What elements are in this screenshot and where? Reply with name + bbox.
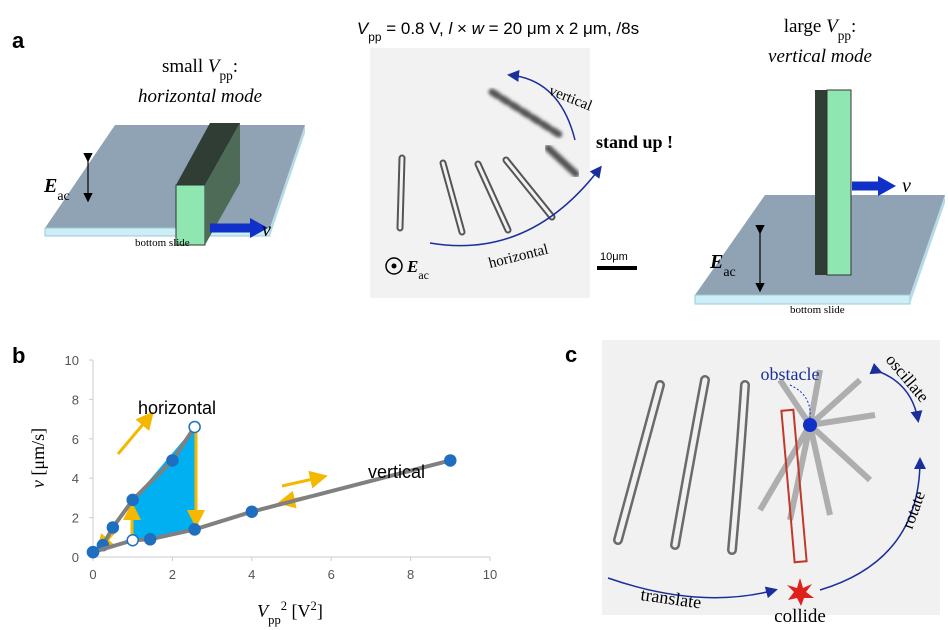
text-part: [V — [287, 601, 311, 621]
text-part: = 20 μm x 2 μm, /8s — [484, 19, 639, 38]
x-tick-label: 4 — [248, 567, 255, 582]
text-part: E — [709, 251, 723, 273]
data-point — [189, 421, 200, 432]
y-tick-label: 10 — [65, 353, 79, 368]
panel-label: b — [12, 343, 25, 368]
figure: a small Vpp: horizontal mode v Eac botto… — [0, 0, 948, 630]
mode: vertical mode — [768, 46, 872, 67]
series-name: horizontal — [138, 398, 216, 418]
text-part: v — [28, 480, 48, 488]
text-part: pp — [268, 613, 281, 627]
data-point — [445, 455, 456, 466]
text-part: ac — [723, 265, 735, 280]
heading: large Vpp: — [784, 16, 857, 43]
annotation: collide — [774, 606, 826, 627]
slide-label: bottom slide — [790, 304, 845, 316]
text-part: pp — [368, 30, 382, 44]
chart: 0 2 4 6 8 10 0 2 4 6 8 10 Vpp2 [V2] v [μm/s] horizonta… — [28, 353, 497, 627]
y-tick-label: 4 — [72, 471, 79, 486]
mode: horizontal mode — [138, 86, 262, 107]
text-part: pp — [838, 28, 852, 43]
rod-front — [176, 185, 205, 245]
scale-bar — [597, 266, 637, 270]
data-point — [88, 547, 99, 558]
rod-front — [827, 90, 851, 275]
slide-edge — [695, 295, 910, 304]
slide-label: bottom slide — [135, 237, 190, 249]
obstacle — [803, 418, 817, 432]
velocity: v — [902, 175, 911, 197]
direction-arrow — [118, 416, 150, 454]
scale-label: 10μm — [600, 251, 628, 263]
field-symbol — [392, 264, 397, 269]
y-tick-label: 8 — [72, 392, 79, 407]
text-part: : — [233, 56, 238, 77]
text-part: : — [851, 16, 856, 37]
text-part: ac — [57, 189, 69, 204]
text-part: ] — [317, 601, 323, 621]
y-tick-label: 6 — [72, 432, 79, 447]
text-part: = 0.8 V, — [382, 19, 449, 38]
x-tick-label: 10 — [483, 567, 497, 582]
caption: Vpp = 0.8 V, l × w = 20 μm x 2 μm, /8s — [357, 19, 639, 44]
x-tick-label: 0 — [89, 567, 96, 582]
y-tick-label: 2 — [72, 511, 79, 526]
text-part: large — [784, 16, 826, 37]
direction-arrow — [282, 477, 322, 486]
slide — [45, 125, 305, 228]
text-part: E — [43, 175, 57, 197]
y-axis-label: v [μm/s] — [28, 428, 48, 488]
x-tick-label: 8 — [407, 567, 414, 582]
text-part: ac — [418, 268, 429, 282]
text-part: pp — [219, 68, 233, 83]
data-point — [107, 522, 118, 533]
annotation: stand up ! — [596, 132, 673, 152]
x-tick-label: 2 — [169, 567, 176, 582]
data-point — [167, 455, 178, 466]
data-point — [246, 506, 257, 517]
panel-label: a — [12, 28, 25, 53]
text-part: E — [406, 257, 418, 276]
text-part: [μm/s] — [28, 428, 48, 480]
series-name: vertical — [368, 462, 425, 482]
velocity-head — [878, 176, 896, 196]
data-point — [189, 524, 200, 535]
text-part: small — [162, 56, 208, 77]
text-part: × — [452, 19, 471, 38]
y-tick-label: 0 — [72, 550, 79, 565]
x-tick-label: 6 — [328, 567, 335, 582]
data-point — [127, 535, 138, 546]
velocity: v — [262, 219, 271, 241]
data-point — [127, 494, 138, 505]
data-point — [145, 534, 156, 545]
panel-label: c — [565, 342, 577, 367]
annotation: obstacle — [761, 364, 820, 384]
heading: small Vpp: — [162, 56, 238, 83]
field: Eac — [43, 175, 70, 204]
x-axis-label: Vpp2 [V2] — [257, 599, 323, 627]
rod-side — [815, 90, 827, 275]
